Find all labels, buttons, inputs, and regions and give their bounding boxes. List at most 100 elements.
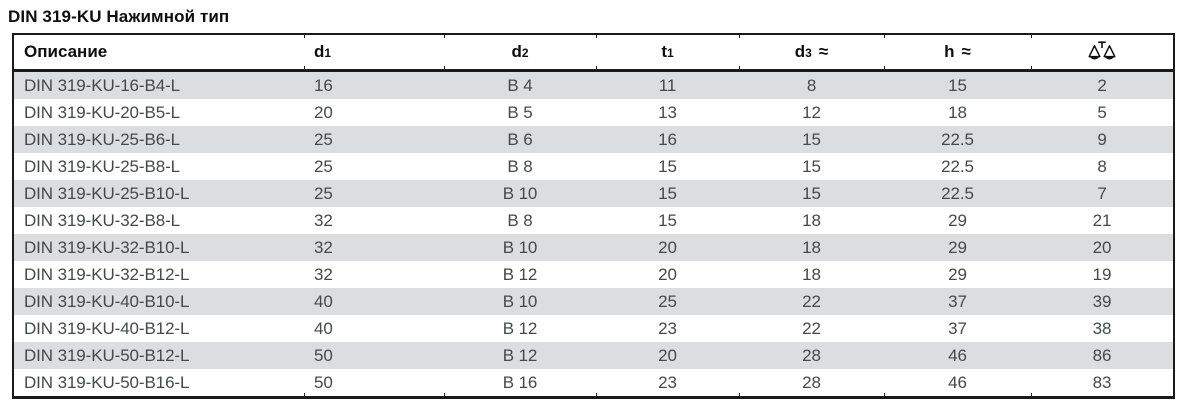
cell-d3: 18 xyxy=(802,210,821,230)
cell-h: 15 xyxy=(948,75,967,95)
cell-d3: 8 xyxy=(806,75,817,95)
cell-d3: 15 xyxy=(802,129,821,149)
col-header-d1: d1 xyxy=(304,34,444,72)
cell-h: 22.5 xyxy=(941,183,974,203)
cell-description: DIN 319-KU-32-B10-L xyxy=(24,237,190,257)
header-row: Описание d1 d2 t1 d3 ≈ h ≈ xyxy=(13,34,1174,72)
cell-h: 37 xyxy=(948,318,967,338)
cell-h: 18 xyxy=(948,102,967,122)
cell-d2: B 12 xyxy=(502,345,538,365)
cell-d1: 50 xyxy=(314,345,333,365)
cell-d3: 18 xyxy=(802,237,821,257)
col-header-h: h ≈ xyxy=(884,34,1031,72)
cell-weight: 9 xyxy=(1097,129,1107,149)
cell-description: DIN 319-KU-40-B12-L xyxy=(24,318,190,338)
table-row: DIN 319-KU-25-B10-L 25 B 10 15 15 22.5 7 xyxy=(13,180,1174,207)
table-row: DIN 319-KU-32-B8-L 32 B 8 15 18 29 21 xyxy=(13,207,1174,234)
cell-h: 29 xyxy=(948,264,967,284)
cell-d2: B 10 xyxy=(502,183,538,203)
cell-d1: 40 xyxy=(314,318,333,338)
table-row: DIN 319-KU-16-B4-L 16 B 4 11 8 15 2 xyxy=(13,70,1174,99)
cell-t1: 15 xyxy=(658,156,677,176)
cell-d3: 12 xyxy=(802,102,821,122)
cell-description: DIN 319-KU-20-B5-L xyxy=(24,102,180,122)
cell-description: DIN 319-KU-16-B4-L xyxy=(24,75,180,95)
cell-t1: 15 xyxy=(658,210,677,230)
cell-d1: 32 xyxy=(314,237,333,257)
table-row: DIN 319-KU-25-B6-L 25 B 6 16 15 22.5 9 xyxy=(13,126,1174,153)
cell-d1: 20 xyxy=(314,102,333,122)
cell-d1: 25 xyxy=(314,156,333,176)
cell-weight: 8 xyxy=(1097,156,1107,176)
din-319-ku-spec-table: Описание d1 d2 t1 d3 ≈ h ≈ xyxy=(12,33,1175,399)
cell-t1: 15 xyxy=(658,183,677,203)
cell-t1: 23 xyxy=(596,369,739,398)
cell-d1: 25 xyxy=(314,129,333,149)
cell-weight: 19 xyxy=(1092,264,1112,284)
table-row: DIN 319-KU-50-B12-L 50 B 12 20 28 46 86 xyxy=(13,342,1174,369)
cell-d1: 40 xyxy=(314,291,333,311)
cell-description: DIN 319-KU-25-B10-L xyxy=(24,183,190,203)
cell-t1: 20 xyxy=(658,237,677,257)
col-header-d3: d3 ≈ xyxy=(739,34,884,72)
table-row: DIN 319-KU-32-B12-L 32 B 12 20 18 29 19 xyxy=(13,261,1174,288)
cell-weight: 21 xyxy=(1092,210,1112,230)
table-row: DIN 319-KU-25-B8-L 25 B 8 15 15 22.5 8 xyxy=(13,153,1174,180)
cell-description: DIN 319-KU-40-B10-L xyxy=(24,291,190,311)
cell-weight: 2 xyxy=(1097,75,1107,95)
cell-description: DIN 319-KU-32-B8-L xyxy=(24,210,180,230)
col-header-t1: t1 xyxy=(596,34,739,72)
cell-h: 29 xyxy=(948,237,967,257)
cell-d2: B 5 xyxy=(507,102,533,122)
table-row: DIN 319-KU-40-B12-L 40 B 12 23 22 37 38 xyxy=(13,315,1174,342)
cell-d2: B 16 xyxy=(444,369,596,398)
cell-t1: 16 xyxy=(658,129,677,149)
cell-t1: 20 xyxy=(658,264,677,284)
cell-d3: 18 xyxy=(802,264,821,284)
cell-d1: 32 xyxy=(314,264,333,284)
cell-t1: 11 xyxy=(658,75,677,95)
cell-t1: 20 xyxy=(658,345,677,365)
cell-d1: 16 xyxy=(314,75,333,95)
cell-d2: B 10 xyxy=(502,237,538,257)
page-title: DIN 319-KU Нажимной тип xyxy=(8,7,230,26)
cell-weight: 5 xyxy=(1097,102,1107,122)
cell-h: 46 xyxy=(948,345,967,365)
cell-d2: B 12 xyxy=(502,264,538,284)
cell-d3: 15 xyxy=(802,183,821,203)
cell-d2: B 10 xyxy=(502,291,538,311)
cell-weight: 7 xyxy=(1097,183,1107,203)
table-row: DIN 319-KU-50-B16-L 50 B 16 23 28 46 83 xyxy=(13,369,1174,398)
cell-d2: B 8 xyxy=(507,156,533,176)
cell-d2: B 6 xyxy=(507,129,533,149)
col-header-description: Описание xyxy=(13,34,304,72)
cell-weight: 83 xyxy=(1031,369,1174,398)
cell-d2: B 12 xyxy=(502,318,538,338)
cell-d2: B 4 xyxy=(507,75,533,95)
cell-description: DIN 319-KU-25-B8-L xyxy=(24,156,180,176)
col-header-weight xyxy=(1031,34,1174,72)
table-row: DIN 319-KU-32-B10-L 32 B 10 20 18 29 20 xyxy=(13,234,1174,261)
cell-weight: 86 xyxy=(1092,345,1112,365)
cell-d3: 22 xyxy=(802,291,821,311)
cell-t1: 23 xyxy=(658,318,677,338)
col-header-description-label: Описание xyxy=(24,42,108,61)
table-row: DIN 319-KU-40-B10-L 40 B 10 25 22 37 39 xyxy=(13,288,1174,315)
cell-description: DIN 319-KU-50-B12-L xyxy=(24,345,190,365)
table-body: DIN 319-KU-16-B4-L 16 B 4 11 8 15 2 DIN 319-KU-… xyxy=(13,70,1174,398)
cell-h: 46 xyxy=(884,369,1031,398)
cell-d3: 28 xyxy=(739,369,884,398)
cell-d2: B 8 xyxy=(507,210,533,230)
cell-d3: 28 xyxy=(802,345,821,365)
cell-d1: 50 xyxy=(304,369,444,398)
cell-h: 22.5 xyxy=(941,129,974,149)
cell-description: DIN 319-KU-50-B16-L xyxy=(24,372,190,392)
cell-h: 22.5 xyxy=(941,156,974,176)
col-header-d2: d2 xyxy=(444,34,596,72)
cell-weight: 39 xyxy=(1092,291,1112,311)
cell-t1: 25 xyxy=(658,291,677,311)
cell-d1: 32 xyxy=(314,210,333,230)
cell-t1: 13 xyxy=(658,102,677,122)
scales-icon xyxy=(1088,40,1116,59)
